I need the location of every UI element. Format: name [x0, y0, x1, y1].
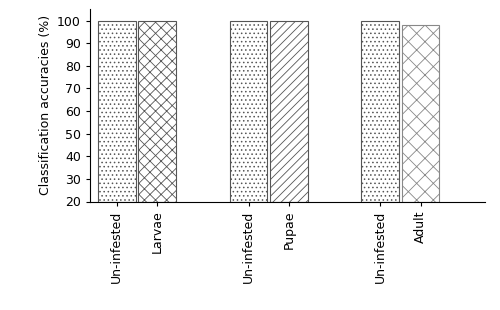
Bar — [362, 20, 399, 202]
Bar — [402, 25, 440, 202]
Y-axis label: Classification accuracies (%): Classification accuracies (%) — [38, 15, 52, 196]
Bar — [270, 20, 308, 202]
Bar — [230, 20, 268, 202]
Bar — [98, 20, 136, 202]
Bar — [138, 20, 176, 202]
